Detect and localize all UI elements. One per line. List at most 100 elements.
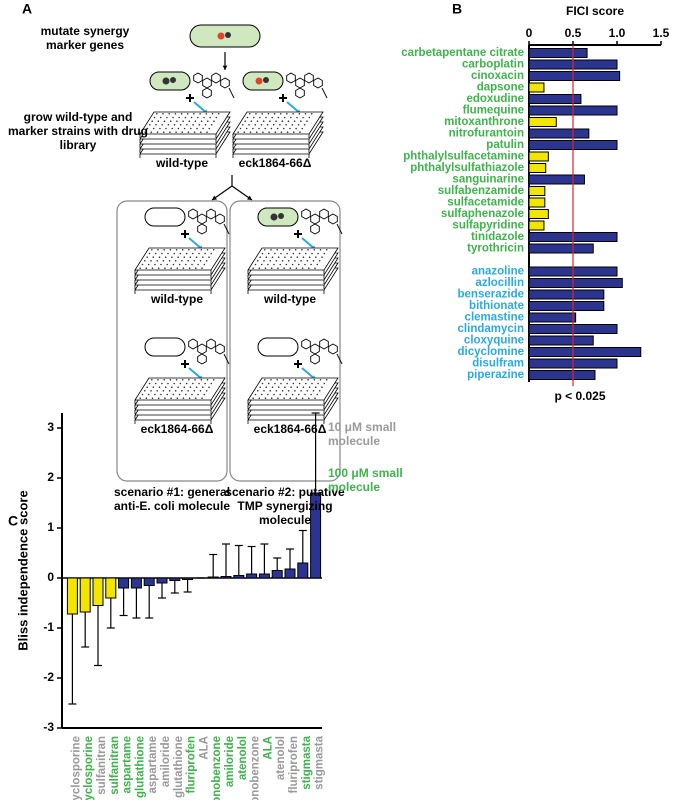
plate-well — [199, 260, 202, 262]
y-tick-label: sulfaphenazole — [441, 208, 524, 220]
plate-well — [163, 249, 165, 251]
legend-entry: 10 μM small molecule — [328, 420, 397, 448]
plate-well — [185, 263, 187, 266]
y-tick-label: phthalylsulfacetamine — [403, 151, 524, 163]
molecule-ring — [202, 77, 212, 89]
x-tick-label: monobenzone — [250, 736, 262, 800]
plate-well — [277, 397, 279, 400]
plate-well — [204, 252, 206, 255]
plate-well — [311, 382, 313, 385]
scenario-box — [229, 200, 341, 482]
molecule-ring — [206, 208, 216, 220]
plate-well — [176, 120, 178, 122]
plate-well — [166, 393, 168, 396]
plate-well — [174, 260, 177, 262]
plate-well — [152, 386, 155, 389]
plate-well — [187, 131, 190, 133]
molecule-ring — [295, 77, 305, 89]
plate-well — [193, 390, 196, 392]
plate-well — [177, 256, 179, 259]
plate-well — [157, 120, 160, 122]
plate-well — [261, 113, 264, 115]
plate-well — [182, 120, 184, 122]
plate-well — [146, 386, 148, 389]
plate-well — [185, 393, 187, 396]
y-tick-label: benserazide — [458, 289, 524, 301]
plate-well — [298, 393, 300, 396]
plate-well — [171, 127, 173, 130]
plate-well — [167, 124, 170, 126]
plate-well — [306, 120, 308, 122]
plate-well — [183, 386, 186, 389]
plate-well — [289, 397, 292, 400]
x-tick-label: monobenzone — [211, 736, 223, 800]
molecule-ring — [301, 208, 311, 220]
plate-well — [264, 267, 267, 270]
plate-well — [154, 252, 157, 255]
cell-marker — [270, 213, 278, 221]
plate-well — [274, 252, 276, 255]
plate-well — [202, 386, 204, 389]
plate-well — [169, 379, 172, 381]
plate-well — [293, 131, 295, 133]
plate-well — [262, 120, 265, 122]
bar — [528, 163, 547, 173]
plate-well — [199, 390, 202, 392]
plate-well — [164, 386, 167, 389]
scenario-caption: scenario #2: putative TMP synergizing mo… — [225, 485, 345, 527]
y-tick-label: flumequine — [463, 105, 524, 117]
plate-well — [304, 263, 306, 266]
plate-well — [263, 390, 265, 392]
plate-well — [271, 386, 274, 389]
y-tick-label: sulfabenzamide — [438, 185, 524, 197]
plate-well — [290, 116, 292, 119]
plate-well — [298, 252, 301, 255]
plate-well — [280, 252, 282, 255]
plate-well — [154, 393, 156, 396]
plate-well — [157, 249, 159, 251]
plate-well — [296, 256, 299, 259]
bar — [528, 301, 605, 311]
bar — [246, 573, 258, 579]
plate-well — [258, 397, 261, 400]
plate-well — [205, 390, 208, 392]
plate-layer — [232, 111, 324, 135]
plate-well — [182, 267, 185, 270]
plate-well — [301, 397, 304, 400]
cell-marker — [225, 32, 231, 38]
plate-well — [325, 379, 328, 381]
bar — [528, 128, 590, 139]
plate-well — [265, 256, 268, 259]
plate-well — [277, 267, 279, 270]
plate-well — [254, 124, 256, 126]
plate-well — [165, 127, 167, 130]
plate-well — [191, 393, 193, 396]
plate-well — [249, 113, 251, 115]
plate-well — [188, 267, 191, 270]
plate-well — [139, 267, 141, 270]
plate-well — [310, 113, 313, 115]
plate-well — [308, 116, 311, 119]
plate-well — [207, 120, 209, 122]
plate-well — [186, 113, 189, 115]
plate-well — [288, 379, 291, 381]
plate-well — [300, 260, 302, 262]
plate-well — [173, 382, 175, 385]
arrow-head — [212, 195, 217, 200]
molecule-ring — [197, 353, 207, 365]
plate-well — [147, 263, 150, 266]
step-text: grow wild-type and marker strains with d… — [7, 110, 149, 152]
x-tick-label: 1.0 — [609, 26, 626, 40]
plate-well — [301, 267, 304, 270]
plate-well — [294, 390, 296, 392]
plate-well — [158, 256, 161, 259]
plate-label: wild-type — [155, 156, 208, 170]
y-tick-label: azlocillin — [475, 277, 524, 289]
x-tick-label: sulfanitran — [109, 736, 121, 795]
molecule-ring — [328, 343, 338, 355]
plate-well — [215, 116, 218, 119]
plate-well — [292, 113, 294, 115]
plate-well — [157, 397, 160, 400]
panel-label: A — [22, 1, 32, 17]
plate-well — [284, 386, 286, 389]
